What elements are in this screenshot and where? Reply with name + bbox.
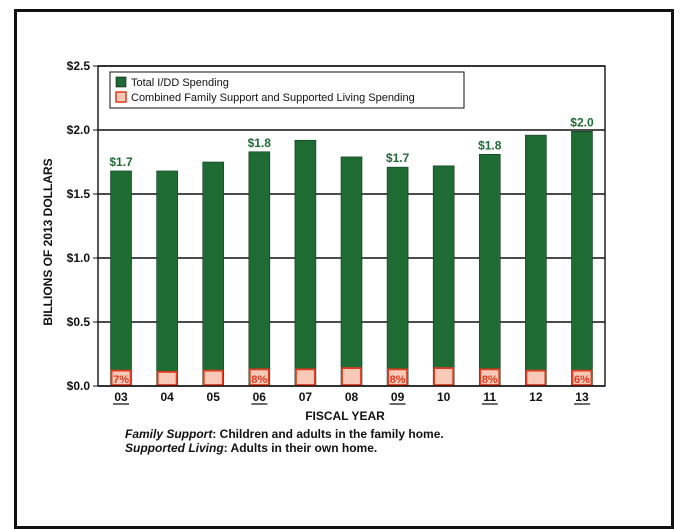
y-tick-label: $1.5: [67, 187, 91, 201]
bar-combined-09: [387, 368, 408, 386]
bar-combined-03: [110, 369, 132, 386]
x-tick-label: 13: [575, 390, 589, 404]
x-axis-title: FISCAL YEAR: [305, 409, 385, 423]
bar-total-09: [386, 166, 409, 387]
bar-total-03: [110, 170, 132, 387]
x-tick-label: 03: [114, 390, 128, 404]
bar-total-11: [478, 154, 501, 387]
bar-total-13: [571, 130, 593, 387]
bar-total-07: [294, 139, 317, 387]
footnotes: Family Support: Children and adults in t…: [125, 427, 444, 455]
data-label-percent: 7%: [113, 374, 129, 386]
x-tick-label: 09: [391, 390, 405, 404]
bar-combined-11: [479, 368, 501, 386]
data-label-total: $1.8: [478, 138, 502, 152]
x-tick-label: 07: [299, 390, 313, 404]
x-tick-label: 04: [160, 390, 174, 404]
y-tick-label: $2.5: [67, 59, 91, 73]
bar-combined-06: [248, 368, 270, 386]
y-axis-title: BILLIONS OF 2013 DOLLARS: [41, 158, 55, 325]
x-tick-label: 05: [207, 390, 221, 404]
axes: $0.0 $0.5 $1.0 $1.5 $2.0 $2.5 03 04 05 06 07 08 09 10…: [67, 59, 606, 405]
data-label-percent: 8%: [390, 374, 406, 386]
bar-combined-10: [433, 367, 455, 386]
y-tick-label: $2.0: [67, 123, 91, 137]
note-family-support: Family Support: Children and adults in t…: [125, 427, 444, 441]
bar-combined-04: [156, 371, 178, 386]
bar-total-04: [156, 170, 178, 387]
legend-swatch-total: [115, 76, 127, 88]
legend-swatch-combined: [115, 91, 127, 103]
data-label-total: $1.7: [386, 151, 410, 165]
bar-chart: $1.77%$1.88%$1.78%$1.88%$2.06% $0.0$0.5$…: [41, 59, 606, 423]
legend-label-combined: Combined Family Support and Supported Li…: [131, 92, 415, 104]
bars: $1.7 7% $1.8 8% $1.7 8% $1.8 8% $2.0 6%: [109, 115, 594, 387]
data-label-percent: 6%: [574, 374, 590, 386]
data-label-total: $1.8: [248, 136, 272, 150]
x-tick-label: 11: [483, 390, 496, 404]
y-tick-label: $0.0: [67, 379, 91, 393]
x-tick-label: 12: [529, 390, 543, 404]
data-label-percent: 8%: [482, 374, 498, 386]
x-tick-label: 08: [345, 390, 359, 404]
bar-total-06: [248, 151, 271, 387]
bar-combined-05: [202, 369, 224, 386]
y-tick-label: $0.5: [67, 315, 91, 329]
bar-combined-13: [571, 369, 593, 386]
note-supported-living: Supported Living: Adults in their own ho…: [125, 441, 378, 455]
data-label-total: $1.7: [109, 155, 133, 169]
bar-total-10: [432, 165, 455, 387]
data-label-total: $2.0: [570, 115, 594, 129]
legend: Total I/DD Spending Combined Family Supp…: [109, 71, 465, 109]
bar-total-05: [202, 161, 225, 387]
bar-total-08: [340, 156, 363, 387]
x-tick-label: 10: [437, 390, 451, 404]
bar-combined-07: [295, 368, 316, 386]
bar-combined-12: [525, 369, 547, 386]
x-tick-label: 06: [253, 390, 267, 404]
data-label-percent: 8%: [251, 374, 267, 386]
legend-box: [109, 71, 465, 109]
plot-frame: [97, 65, 606, 387]
legend-label-total: Total I/DD Spending: [131, 77, 229, 89]
bar-combined-08: [341, 367, 362, 386]
bar-total-12: [525, 134, 547, 387]
y-tick-label: $1.0: [67, 251, 91, 265]
